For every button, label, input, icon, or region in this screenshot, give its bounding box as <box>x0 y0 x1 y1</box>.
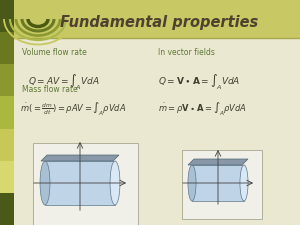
Text: $\dot{m} = \rho\mathbf{V} \bullet \mathbf{A} = \int_A \rho VdA$: $\dot{m} = \rho\mathbf{V} \bullet \mathb… <box>158 100 247 117</box>
Bar <box>33 143 138 225</box>
Bar <box>0 193 14 225</box>
Bar <box>0 0 300 38</box>
Polygon shape <box>41 155 119 161</box>
Ellipse shape <box>110 161 120 205</box>
Bar <box>0 32 14 64</box>
Text: $\dot{m}(= \frac{dm}{dt}) = \rho AV = \int_A \rho VdA$: $\dot{m}(= \frac{dm}{dt}) = \rho AV = \i… <box>20 100 126 117</box>
Bar <box>0 161 14 193</box>
Bar <box>0 97 14 128</box>
Ellipse shape <box>188 165 196 201</box>
Bar <box>0 64 14 97</box>
Bar <box>0 0 14 32</box>
Polygon shape <box>188 159 248 165</box>
Ellipse shape <box>40 161 50 205</box>
Bar <box>182 150 262 219</box>
Text: In vector fields: In vector fields <box>158 48 215 57</box>
Bar <box>45 161 115 205</box>
Text: Mass flow rate: Mass flow rate <box>22 85 78 94</box>
Bar <box>14 38 300 225</box>
Bar <box>192 165 244 201</box>
Text: Fundamental properties: Fundamental properties <box>60 14 258 29</box>
Text: $Q = \mathbf{V} \bullet \mathbf{A} = \int_A VdA$: $Q = \mathbf{V} \bullet \mathbf{A} = \in… <box>158 72 240 91</box>
Ellipse shape <box>240 165 248 201</box>
Bar <box>0 128 14 161</box>
Text: Volume flow rate: Volume flow rate <box>22 48 87 57</box>
Text: $Q = AV = \int_A VdA$: $Q = AV = \int_A VdA$ <box>28 72 100 91</box>
